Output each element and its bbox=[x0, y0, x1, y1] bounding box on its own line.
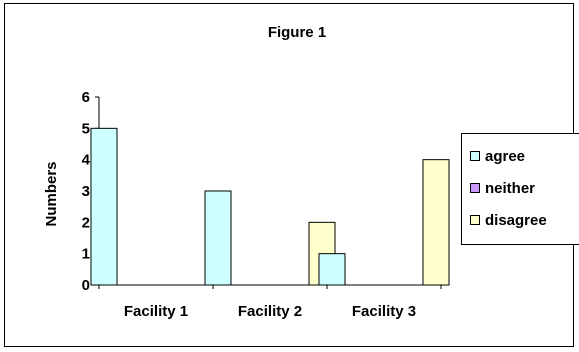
y-tick-label: 6 bbox=[82, 89, 90, 106]
legend-item-neither: neither bbox=[470, 178, 535, 198]
legend-label: disagree bbox=[485, 211, 547, 229]
legend-label: neither bbox=[485, 179, 536, 197]
chart-title: Figure 1 bbox=[268, 24, 326, 41]
bar-agree-2 bbox=[204, 190, 232, 286]
x-tick-label: Facility 3 bbox=[352, 303, 416, 320]
y-tick-label: 0 bbox=[82, 277, 90, 294]
legend-swatch bbox=[470, 151, 480, 161]
bar-agree-1 bbox=[90, 127, 118, 286]
y-tick-label: 5 bbox=[82, 120, 90, 137]
bar-disagree-3 bbox=[422, 159, 450, 286]
legend-item-disagree: disagree bbox=[470, 210, 547, 230]
plot-area: 0 1 2 3 4 5 6 Facility 1 Facility 2 Facility 3 bbox=[82, 89, 450, 320]
y-tick-label: 3 bbox=[82, 183, 90, 200]
legend-item-agree: agree bbox=[470, 146, 525, 166]
chart-frame: Figure 1 Numbers 0 1 2 3 4 5 6 Facility 1 Facili… bbox=[4, 3, 579, 347]
y-tick-label: 1 bbox=[82, 246, 90, 263]
legend-swatch bbox=[470, 215, 480, 225]
y-tick-label: 4 bbox=[82, 152, 91, 169]
y-tick-label: 2 bbox=[82, 214, 90, 231]
bar-agree-3 bbox=[318, 253, 346, 286]
y-axis-label: Numbers bbox=[43, 161, 60, 226]
legend: agree neither disagree bbox=[461, 133, 579, 245]
legend-label: agree bbox=[485, 147, 526, 165]
bar-chart: Figure 1 Numbers 0 1 2 3 4 5 6 Facility 1 Facili… bbox=[43, 24, 450, 320]
x-tick-label: Facility 1 bbox=[124, 303, 188, 320]
legend-swatch bbox=[470, 183, 480, 193]
x-tick-label: Facility 2 bbox=[238, 303, 302, 320]
